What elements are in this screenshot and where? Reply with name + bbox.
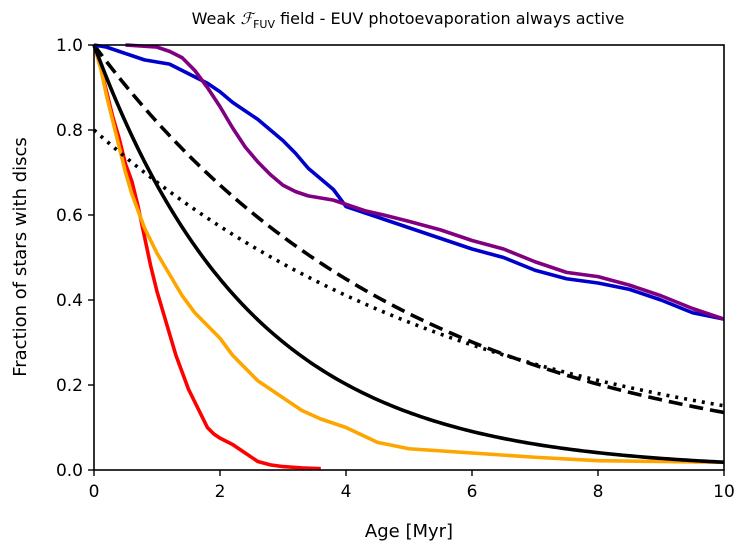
series-line-red-simulation bbox=[92, 44, 321, 471]
y-tick-label: 0.8 bbox=[56, 121, 83, 141]
y-tick-label: 0.2 bbox=[56, 376, 83, 396]
y-tick-label: 0.0 bbox=[56, 461, 83, 481]
series-line-exponential-dotted bbox=[92, 128, 725, 408]
x-tick-label: 10 bbox=[713, 482, 735, 502]
x-tick-label: 8 bbox=[593, 482, 604, 502]
series-line-blue-simulation bbox=[93, 43, 725, 321]
y-axis-label: Fraction of stars with discs bbox=[10, 137, 31, 377]
y-tick-label: 0.4 bbox=[56, 291, 83, 311]
y-axis: 0.0 0.2 0.4 0.6 0.8 1.0 bbox=[56, 36, 94, 481]
series-line-purple-simulation bbox=[125, 43, 725, 321]
y-tick-label: 1.0 bbox=[56, 36, 83, 56]
chart-title-suffix: field - EUV photoevaporation always acti… bbox=[275, 9, 624, 28]
chart-title-subscript: FUV bbox=[253, 18, 275, 31]
x-axis-label: Age [Myr] bbox=[365, 521, 453, 542]
series-line-orange-simulation bbox=[92, 44, 725, 465]
x-tick-label: 4 bbox=[341, 482, 352, 502]
plot-frame bbox=[93, 44, 725, 471]
series-line-exponential-solid bbox=[92, 44, 725, 465]
chart-title-prefix: Weak bbox=[192, 9, 241, 28]
x-tick-label: 2 bbox=[215, 482, 226, 502]
y-tick-label: 0.6 bbox=[56, 206, 83, 226]
series-layer bbox=[92, 43, 725, 471]
chart-title: Weak ℱFUV field - EUV photoevaporation a… bbox=[192, 9, 625, 31]
x-tick-label: 0 bbox=[89, 482, 100, 502]
chart-title-symbol: ℱ bbox=[241, 9, 257, 28]
x-axis: 0 2 4 6 8 10 bbox=[89, 470, 735, 502]
series-line-exponential-dashed bbox=[92, 43, 725, 415]
x-tick-label: 6 bbox=[467, 482, 478, 502]
